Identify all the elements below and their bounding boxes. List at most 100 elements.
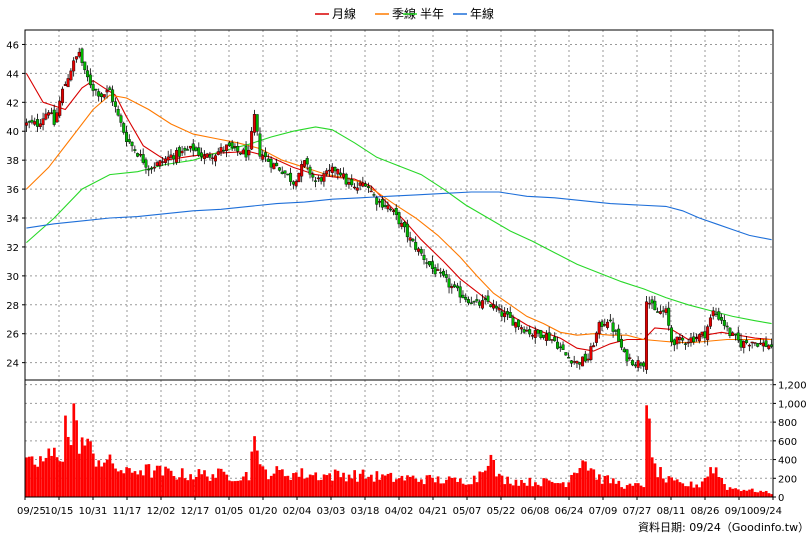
candle-body bbox=[467, 299, 471, 304]
volume-bar bbox=[367, 476, 370, 497]
volume-bar bbox=[314, 472, 318, 497]
candle-body bbox=[289, 172, 293, 182]
candle bbox=[675, 336, 679, 350]
candle bbox=[74, 56, 78, 63]
volume-bar bbox=[545, 478, 548, 497]
candle-body bbox=[333, 167, 337, 172]
volume-bar bbox=[567, 482, 571, 497]
volume-bar bbox=[197, 469, 201, 497]
candle bbox=[158, 159, 162, 170]
candle-body bbox=[670, 327, 674, 342]
volume-bar bbox=[553, 483, 557, 497]
candle bbox=[200, 147, 204, 162]
volume-bar bbox=[114, 468, 117, 497]
candle bbox=[136, 152, 140, 158]
volume-bar bbox=[542, 478, 546, 497]
volume-bar bbox=[269, 475, 273, 497]
candle-body bbox=[581, 356, 585, 367]
volume-bar bbox=[319, 479, 323, 497]
candle bbox=[94, 88, 98, 96]
candle bbox=[697, 333, 701, 344]
candle-body bbox=[133, 149, 137, 151]
volume-bar bbox=[720, 478, 724, 497]
volume-bar bbox=[534, 482, 537, 497]
candle bbox=[294, 179, 298, 189]
candle-body bbox=[461, 294, 465, 299]
candle bbox=[180, 145, 184, 156]
volume-tick-label: 200 bbox=[778, 474, 797, 485]
volume-bar bbox=[225, 474, 229, 497]
volume-bar bbox=[300, 468, 304, 497]
candle-body bbox=[341, 173, 345, 178]
candle-body bbox=[603, 324, 607, 326]
candle bbox=[736, 326, 740, 343]
candle bbox=[127, 134, 131, 145]
candle bbox=[255, 114, 259, 136]
volume-bar bbox=[528, 477, 532, 497]
candlesticks bbox=[24, 47, 774, 374]
candle bbox=[472, 300, 476, 306]
candle bbox=[681, 335, 685, 344]
candle-body bbox=[389, 208, 393, 211]
candle bbox=[717, 307, 721, 321]
candle-body bbox=[266, 158, 270, 162]
candle bbox=[575, 360, 579, 369]
date-tick-label: 01/05 bbox=[215, 506, 244, 517]
candle-body bbox=[277, 167, 281, 171]
volume-bar bbox=[714, 467, 718, 497]
candle bbox=[102, 94, 106, 100]
volume-bar bbox=[311, 475, 315, 497]
candle-body bbox=[522, 329, 526, 333]
candle-body bbox=[200, 152, 204, 157]
volume-bar bbox=[689, 481, 693, 497]
candle bbox=[458, 280, 462, 304]
volume-bar bbox=[598, 474, 601, 497]
candle bbox=[647, 296, 651, 309]
candle bbox=[419, 246, 423, 257]
candle-body bbox=[353, 186, 357, 189]
candle bbox=[86, 65, 90, 82]
candle bbox=[133, 145, 137, 154]
volume-bar bbox=[189, 474, 192, 497]
candle-body bbox=[739, 339, 743, 348]
candle-body bbox=[155, 162, 159, 166]
candle bbox=[289, 167, 293, 186]
volume-bar bbox=[180, 468, 184, 497]
candle bbox=[124, 125, 128, 147]
volume-bar bbox=[770, 494, 774, 497]
candle bbox=[236, 141, 240, 156]
candle-body bbox=[408, 237, 412, 241]
candle-body bbox=[619, 338, 623, 348]
volume-bar bbox=[261, 466, 265, 497]
volume-bar bbox=[503, 484, 507, 497]
candle-body bbox=[583, 353, 587, 362]
candle bbox=[450, 283, 454, 294]
candle bbox=[353, 183, 357, 190]
volume-bar bbox=[89, 441, 92, 497]
volume-bar bbox=[283, 476, 287, 497]
volume-bar bbox=[39, 456, 42, 497]
candle-body bbox=[681, 337, 685, 341]
candle-body bbox=[44, 113, 48, 120]
volume-bar bbox=[236, 480, 240, 497]
candle bbox=[130, 141, 134, 152]
volume-bar bbox=[136, 474, 140, 497]
candle bbox=[297, 172, 301, 183]
volume-bar bbox=[750, 488, 754, 497]
candle-body bbox=[247, 150, 251, 156]
candle bbox=[111, 85, 115, 107]
candle bbox=[686, 338, 690, 348]
volume-bar bbox=[139, 470, 142, 497]
candle-body bbox=[261, 155, 265, 160]
volume-bar bbox=[581, 460, 585, 497]
volume-bar bbox=[192, 479, 195, 497]
candle-body bbox=[294, 181, 298, 187]
candle bbox=[589, 342, 593, 362]
volume-bar bbox=[294, 472, 298, 497]
volume-bar bbox=[183, 478, 187, 497]
candle-body bbox=[116, 109, 120, 116]
candle-body bbox=[325, 170, 329, 175]
candle bbox=[517, 319, 521, 331]
candle bbox=[553, 332, 557, 342]
candle-body bbox=[478, 301, 482, 306]
